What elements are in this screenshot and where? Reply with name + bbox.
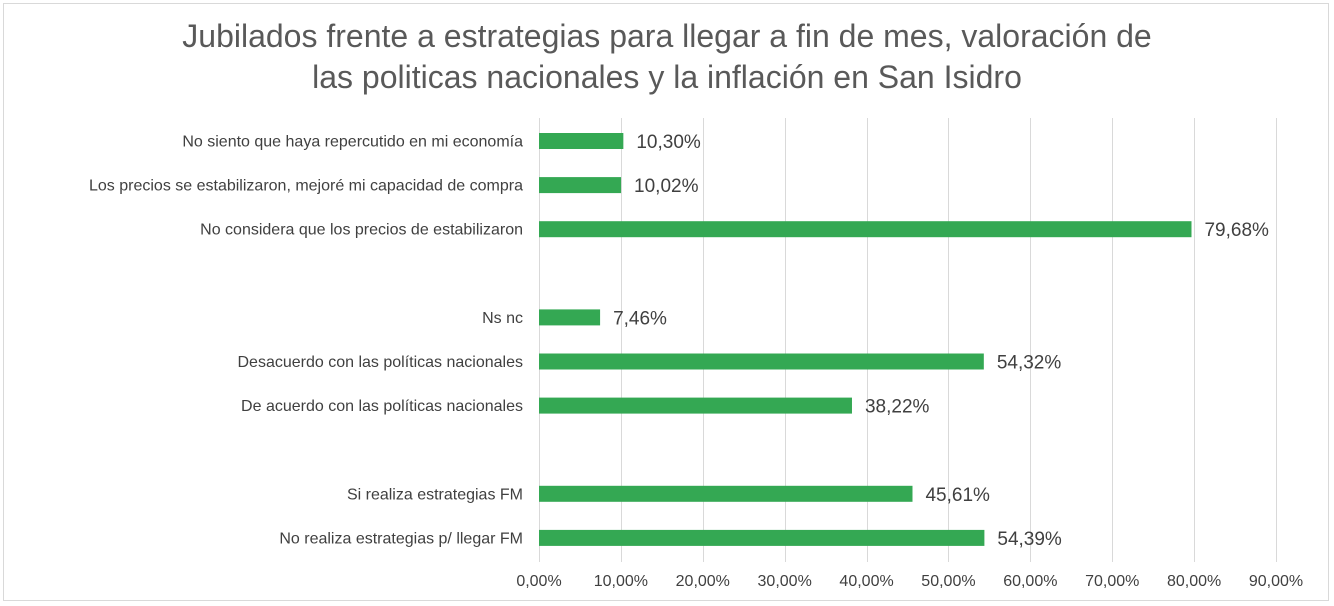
data-label-8: 45,61% <box>925 485 990 506</box>
category-labels: No siento que haya repercutido en mi eco… <box>89 134 523 548</box>
x-tick-label-7: 70,00% <box>1085 573 1139 590</box>
category-label-8: Si realiza estrategias FM <box>347 486 523 503</box>
x-tick-labels: 0,00% 10,00% 20,00% 30,00% 40,00% 50,00% 60,00… <box>516 573 1303 590</box>
x-tick-label-3: 30,00% <box>758 573 812 590</box>
x-tick-label-2: 20,00% <box>676 573 730 590</box>
x-tick-label-8: 80,00% <box>1167 573 1221 590</box>
category-label-0: No siento que haya repercutido en mi eco… <box>182 134 523 151</box>
bar-1 <box>539 177 622 194</box>
bar-0 <box>539 133 624 149</box>
category-label-9: No realiza estrategias p/ llegar FM <box>279 530 523 547</box>
category-label-4: Ns nc <box>482 310 523 327</box>
bar-6 <box>539 397 852 414</box>
bars <box>539 133 1192 546</box>
x-tick-label-1: 10,00% <box>594 573 648 590</box>
data-label-0: 10,30% <box>636 132 701 153</box>
data-label-6: 38,22% <box>865 397 930 418</box>
data-label-1: 10,02% <box>634 176 699 197</box>
data-labels: 10,30% 10,02% 79,68% 7,46% 54,32% 38,22% 45,61… <box>613 132 1269 550</box>
chart-title-line-2: las politicas nacionales y la inflación … <box>312 59 1022 95</box>
x-tick-label-9: 90,00% <box>1249 573 1303 590</box>
bar-8 <box>539 485 913 502</box>
bar-9 <box>539 529 985 546</box>
bar-2 <box>539 221 1192 238</box>
x-tick-label-5: 50,00% <box>921 573 975 590</box>
chart-title: Jubilados frente a estrategias para lleg… <box>0 16 1334 98</box>
data-label-9: 54,39% <box>997 529 1062 550</box>
bar-4 <box>539 309 601 326</box>
x-tick-label-0: 0,00% <box>516 573 561 590</box>
bar-5 <box>539 353 984 370</box>
data-label-2: 79,68% <box>1204 220 1269 241</box>
data-label-5: 54,32% <box>997 353 1062 374</box>
category-label-1: Los precios se estabilizaron, mejoré mi … <box>89 178 523 195</box>
x-tick-label-4: 40,00% <box>839 573 893 590</box>
x-tick-label-6: 60,00% <box>1003 573 1057 590</box>
category-label-5: Desacuerdo con las políticas nacionales <box>238 354 524 371</box>
category-label-2: No considera que los precios de estabili… <box>200 222 523 239</box>
data-label-4: 7,46% <box>613 308 667 329</box>
category-label-6: De acuerdo con las políticas nacionales <box>241 398 523 415</box>
chart-title-line-1: Jubilados frente a estrategias para lleg… <box>182 18 1152 54</box>
